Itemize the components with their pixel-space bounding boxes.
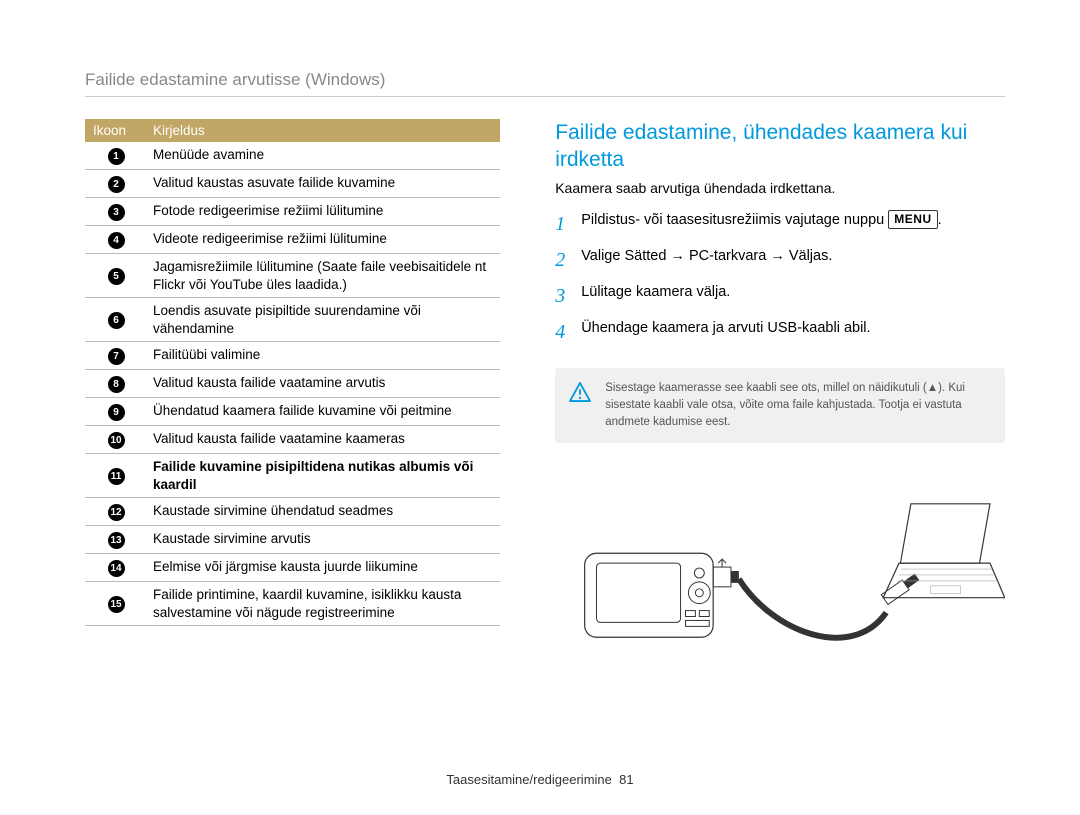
step: 3 Lülitage kaamera välja. <box>555 282 1005 310</box>
desc-cell: Failitüübi valimine <box>145 342 500 370</box>
table-row: 13 Kaustade sirvimine arvutis <box>85 526 500 554</box>
desc-cell: Valitud kausta failide vaatamine arvutis <box>145 370 500 398</box>
desc-cell: Fotode redigeerimise režiimi lülitumine <box>145 198 500 226</box>
table-row: 9 Ühendatud kaamera failide kuvamine või … <box>85 398 500 426</box>
icon-cell: 2 <box>85 170 145 198</box>
icon-cell: 10 <box>85 426 145 454</box>
number-circle-icon: 8 <box>108 376 125 393</box>
icon-cell: 14 <box>85 554 145 582</box>
number-circle-icon: 13 <box>108 532 125 549</box>
desc-cell: Valitud kausta failide vaatamine kaamera… <box>145 426 500 454</box>
intro-text: Kaamera saab arvutiga ühendada irdkettan… <box>555 180 1005 196</box>
number-circle-icon: 12 <box>108 504 125 521</box>
table-row: 11 Failide kuvamine pisipiltidena nutikas… <box>85 454 500 498</box>
table-row: 7 Failitüübi valimine <box>85 342 500 370</box>
table-row: 12 Kaustade sirvimine ühendatud seadmes <box>85 498 500 526</box>
right-column: Failide edastamine, ühendades kaamera ku… <box>555 119 1005 678</box>
desc-cell: Jagamisrežiimile lülitumine (Saate faile… <box>145 254 500 298</box>
table-row: 14 Eelmise või järgmise kausta juurde lii… <box>85 554 500 582</box>
number-circle-icon: 15 <box>108 596 125 613</box>
table-row: 6 Loendis asuvate pisipiltide suurendamin… <box>85 298 500 342</box>
desc-cell: Videote redigeerimise režiimi lülitumine <box>145 226 500 254</box>
table-row: 8 Valitud kausta failide vaatamine arvuti… <box>85 370 500 398</box>
desc-cell: Kaustade sirvimine ühendatud seadmes <box>145 498 500 526</box>
icon-cell: 7 <box>85 342 145 370</box>
step-number: 1 <box>555 210 571 238</box>
th-desc: Kirjeldus <box>145 119 500 142</box>
number-circle-icon: 7 <box>108 348 125 365</box>
footer: Taasesitamine/redigeerimine 81 <box>0 772 1080 787</box>
icon-cell: 6 <box>85 298 145 342</box>
footer-pagenum: 81 <box>619 772 633 787</box>
number-circle-icon: 2 <box>108 176 125 193</box>
icon-cell: 12 <box>85 498 145 526</box>
number-circle-icon: 6 <box>108 312 125 329</box>
number-circle-icon: 5 <box>108 268 125 285</box>
number-circle-icon: 4 <box>108 232 125 249</box>
table-row: 2 Valitud kaustas asuvate failide kuvamin… <box>85 170 500 198</box>
icon-description-table: Ikoon Kirjeldus 1 Menüüde avamine 2 Valitud… <box>85 119 500 626</box>
left-column: Ikoon Kirjeldus 1 Menüüde avamine 2 Valitud… <box>85 119 500 678</box>
number-circle-icon: 1 <box>108 148 125 165</box>
table-row: 4 Videote redigeerimise režiimi lülitumin… <box>85 226 500 254</box>
icon-cell: 13 <box>85 526 145 554</box>
step: 4 Ühendage kaamera ja arvuti USB-kaabli a… <box>555 318 1005 346</box>
number-circle-icon: 9 <box>108 404 125 421</box>
step-number: 2 <box>555 246 571 274</box>
icon-cell: 5 <box>85 254 145 298</box>
desc-cell: Ühendatud kaamera failide kuvamine või p… <box>145 398 500 426</box>
footer-section: Taasesitamine/redigeerimine <box>446 772 611 787</box>
table-row: 10 Valitud kausta failide vaatamine kaame… <box>85 426 500 454</box>
icon-cell: 9 <box>85 398 145 426</box>
connection-diagram <box>555 473 1005 673</box>
desc-cell: Loendis asuvate pisipiltide suurendamine… <box>145 298 500 342</box>
number-circle-icon: 14 <box>108 560 125 577</box>
page-title: Failide edastamine arvutisse (Windows) <box>85 70 1005 97</box>
icon-cell: 15 <box>85 582 145 626</box>
step-number: 4 <box>555 318 571 346</box>
step: 1 Pildistus- või taasesitusrežiimis vajut… <box>555 210 1005 238</box>
step-text: Pildistus- või taasesitusrežiimis vajuta… <box>581 210 941 230</box>
number-circle-icon: 10 <box>108 432 125 449</box>
section-heading: Failide edastamine, ühendades kaamera ku… <box>555 119 1005 174</box>
desc-cell: Failide kuvamine pisipiltidena nutikas a… <box>145 454 500 498</box>
table-row: 1 Menüüde avamine <box>85 142 500 170</box>
menu-button-label: MENU <box>888 210 937 229</box>
icon-cell: 1 <box>85 142 145 170</box>
number-circle-icon: 11 <box>108 468 125 485</box>
step: 2 Valige Sätted → PC-tarkvara → Väljas. <box>555 246 1005 274</box>
warning-icon <box>569 382 591 402</box>
step-text: Ühendage kaamera ja arvuti USB-kaabli ab… <box>581 318 870 338</box>
desc-cell: Menüüde avamine <box>145 142 500 170</box>
icon-cell: 11 <box>85 454 145 498</box>
table-row: 3 Fotode redigeerimise režiimi lülitumine <box>85 198 500 226</box>
warning-box: Sisestage kaamerasse see kaabli see ots,… <box>555 368 1005 444</box>
icon-cell: 4 <box>85 226 145 254</box>
desc-cell: Eelmise või järgmise kausta juurde liiku… <box>145 554 500 582</box>
table-row: 15 Failide printimine, kaardil kuvamine, … <box>85 582 500 626</box>
step-text: Lülitage kaamera välja. <box>581 282 730 302</box>
table-row: 5 Jagamisrežiimile lülitumine (Saate fail… <box>85 254 500 298</box>
warning-text: Sisestage kaamerasse see kaabli see ots,… <box>605 382 965 429</box>
number-circle-icon: 3 <box>108 204 125 221</box>
desc-cell: Kaustade sirvimine arvutis <box>145 526 500 554</box>
desc-cell: Valitud kaustas asuvate failide kuvamine <box>145 170 500 198</box>
desc-cell: Failide printimine, kaardil kuvamine, is… <box>145 582 500 626</box>
step-number: 3 <box>555 282 571 310</box>
icon-cell: 3 <box>85 198 145 226</box>
th-icon: Ikoon <box>85 119 145 142</box>
steps-list: 1 Pildistus- või taasesitusrežiimis vajut… <box>555 210 1005 346</box>
icon-cell: 8 <box>85 370 145 398</box>
step-text: Valige Sätted → PC-tarkvara → Väljas. <box>581 246 832 266</box>
